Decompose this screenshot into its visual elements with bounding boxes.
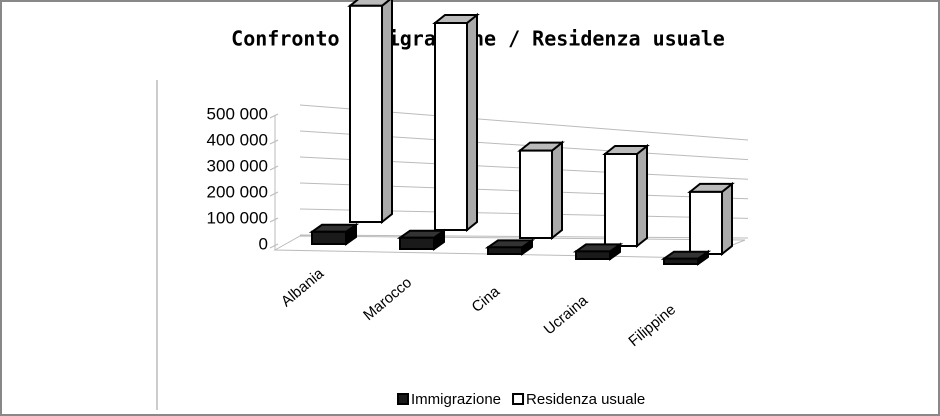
bar-side bbox=[551, 140, 563, 241]
tick-mark bbox=[269, 139, 279, 145]
y-tick-label: 400 000 bbox=[207, 130, 268, 149]
bar bbox=[687, 181, 735, 257]
tick-mark bbox=[269, 217, 279, 223]
bar-side bbox=[381, 0, 393, 225]
legend-label: Immigrazione bbox=[411, 391, 501, 408]
legend-swatch bbox=[397, 393, 409, 405]
bar-side bbox=[466, 12, 478, 233]
bar-front bbox=[487, 246, 523, 256]
legend-swatch bbox=[512, 393, 525, 405]
bar bbox=[660, 249, 712, 266]
bar-side bbox=[721, 181, 733, 257]
y-tick-label: 500 000 bbox=[207, 104, 268, 123]
bar-front bbox=[604, 153, 638, 247]
bar bbox=[602, 143, 650, 249]
bar bbox=[517, 140, 565, 241]
bar bbox=[308, 222, 360, 246]
tick-mark bbox=[269, 165, 279, 171]
tick-mark bbox=[269, 243, 279, 249]
bar bbox=[572, 242, 624, 261]
legend-label: Residenza usuale bbox=[526, 391, 645, 408]
bar bbox=[432, 12, 480, 233]
bar-front bbox=[434, 22, 468, 231]
bar-front bbox=[399, 236, 435, 251]
bar-front bbox=[689, 190, 723, 255]
bar bbox=[396, 228, 448, 251]
y-tick-label: 300 000 bbox=[207, 156, 268, 175]
y-tick-label: 0 bbox=[259, 234, 268, 253]
bar-side bbox=[636, 143, 648, 249]
bar-front bbox=[519, 149, 553, 240]
bar-front bbox=[663, 257, 699, 266]
bar bbox=[347, 0, 393, 225]
tick-mark bbox=[269, 113, 279, 119]
y-tick-label: 100 000 bbox=[207, 208, 268, 227]
floor bbox=[273, 235, 746, 259]
y-tick-label: 200 000 bbox=[207, 182, 268, 201]
bar-front bbox=[575, 250, 611, 260]
bar bbox=[484, 238, 536, 256]
bar-front bbox=[349, 4, 383, 223]
bar-front bbox=[311, 230, 347, 246]
tick-mark bbox=[269, 191, 279, 197]
